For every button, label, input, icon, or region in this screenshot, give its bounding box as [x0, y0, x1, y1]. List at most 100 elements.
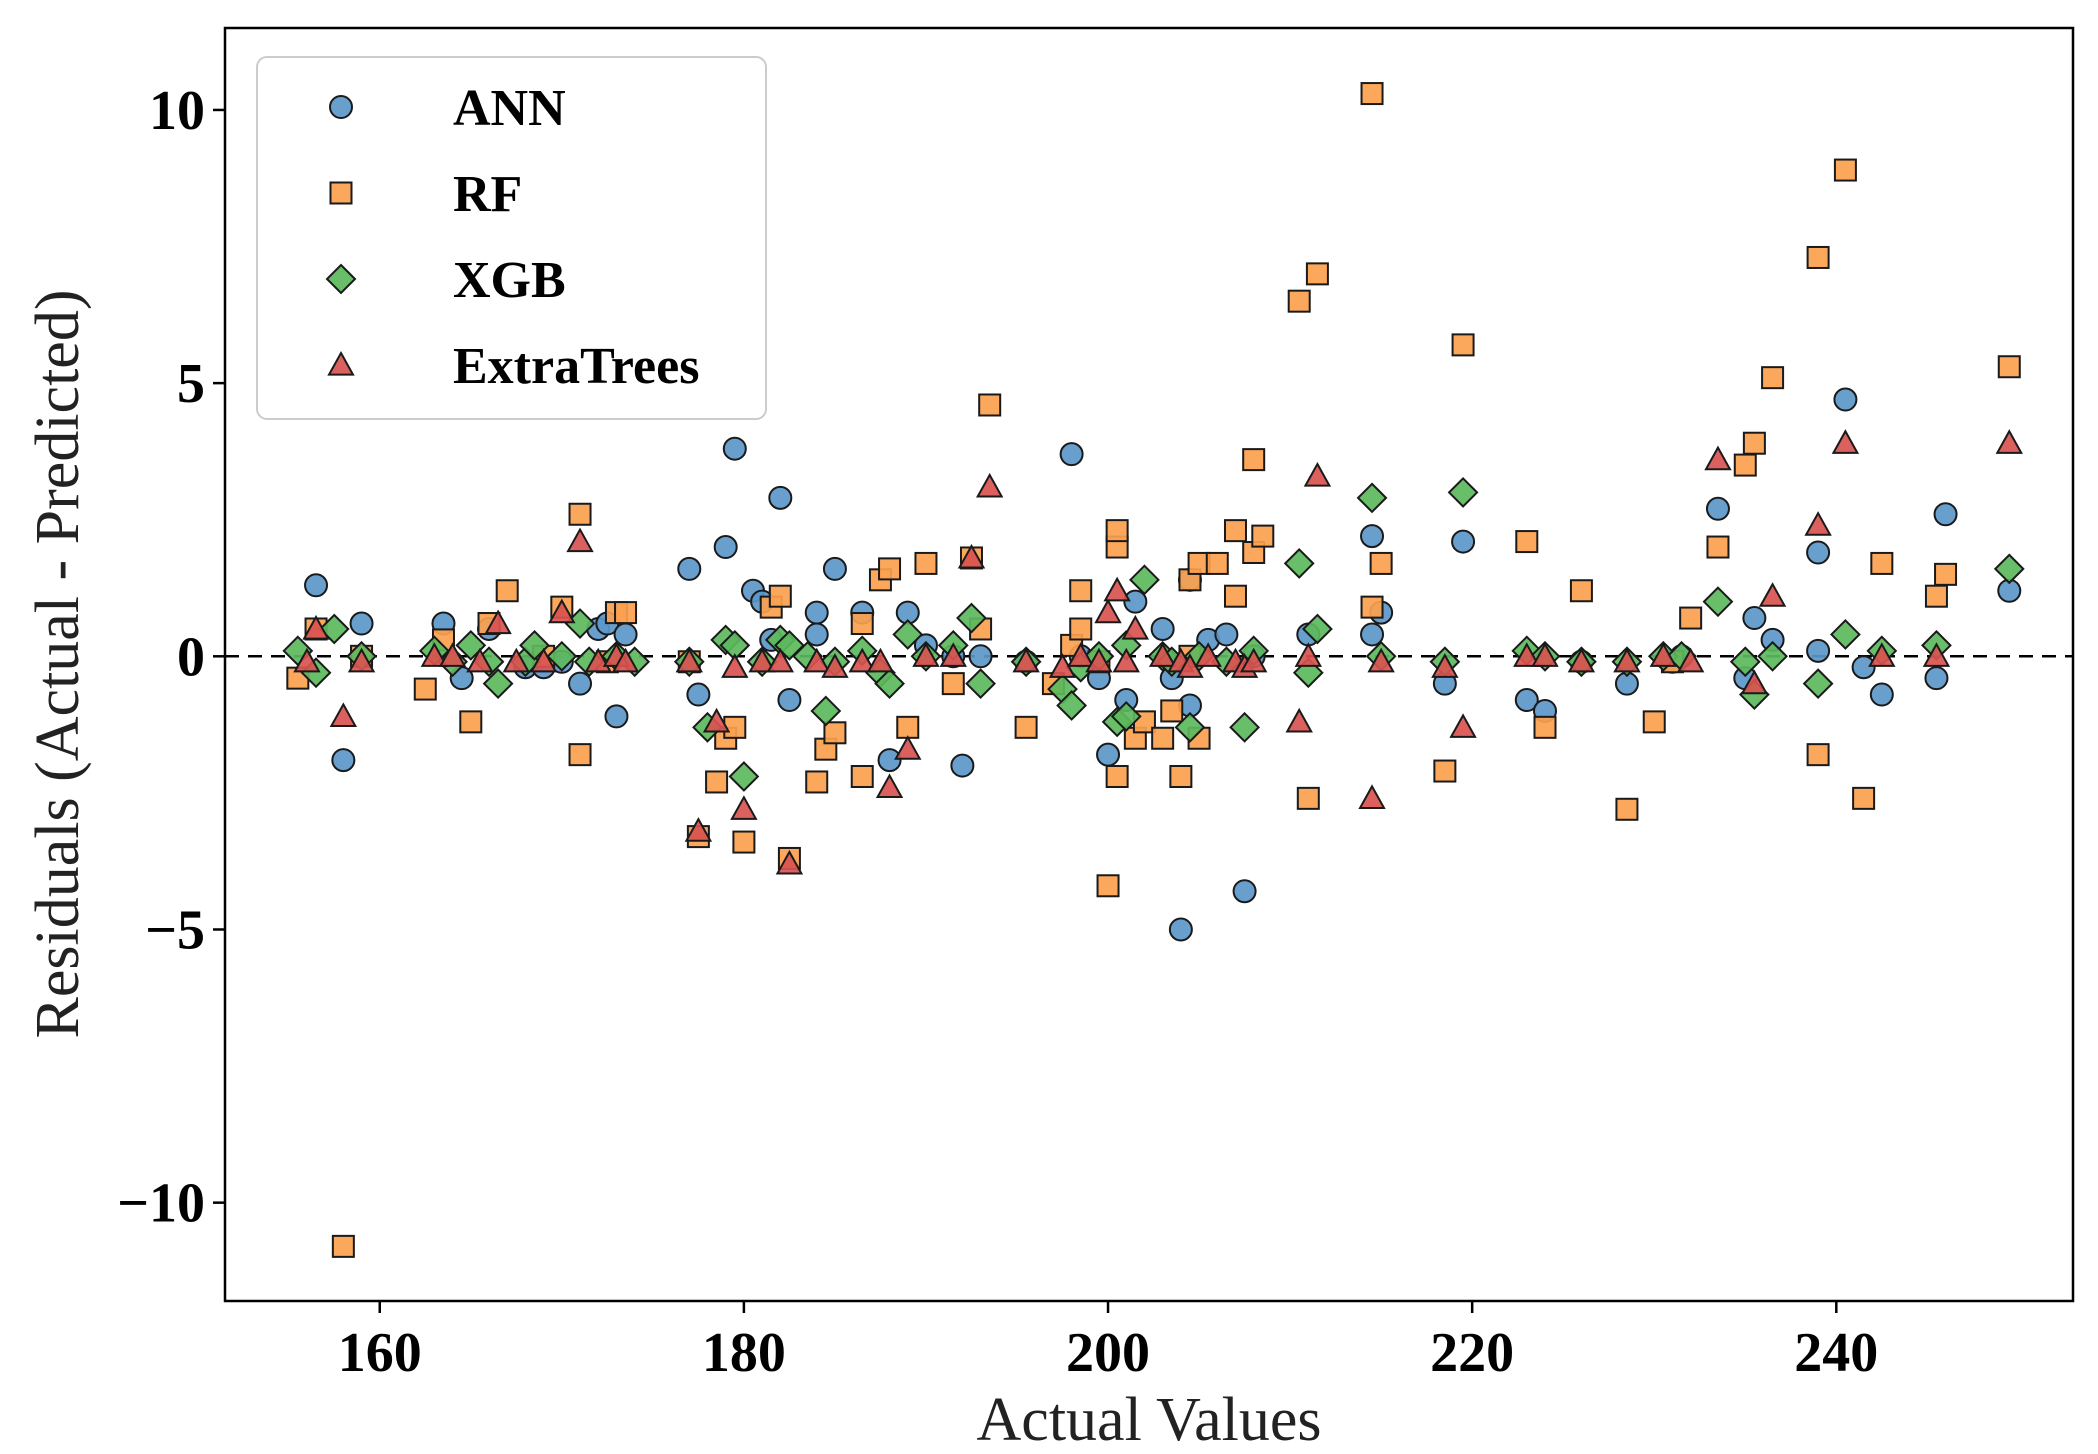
rf-point [1223, 584, 1247, 608]
xgb-point [1802, 668, 1834, 700]
legend-marker-extratrees [327, 350, 355, 376]
rf-point [1069, 617, 1093, 641]
extratrees-point [1922, 642, 1951, 667]
extratrees-point [1367, 647, 1395, 673]
extratrees-point [484, 609, 512, 635]
extratrees-point [1804, 511, 1832, 536]
extratrees-point [1431, 653, 1459, 678]
rf-point [1515, 530, 1539, 554]
rf-point [914, 551, 938, 575]
rf-point [1451, 333, 1475, 357]
extratrees-point [1649, 642, 1678, 667]
extratrees-point [848, 647, 876, 673]
extratrees-point [566, 527, 594, 553]
extratrees-point [293, 647, 321, 673]
legend-label-ann: ANN [453, 80, 566, 137]
extratrees-point [1567, 647, 1596, 673]
x-tick-label: 180 [702, 1322, 786, 1384]
ann-point [1742, 606, 1767, 631]
rf-point [1151, 726, 1175, 750]
extratrees-point [329, 702, 358, 728]
xgb-point [546, 640, 578, 672]
rf-point [1742, 431, 1766, 455]
rf-point [1360, 82, 1384, 106]
extratrees-point [302, 614, 330, 640]
extratrees-point [1148, 642, 1177, 667]
x-tick-label: 240 [1794, 1322, 1878, 1384]
rf-point [705, 770, 729, 794]
rf-point [1833, 158, 1857, 182]
ann-point [1705, 496, 1730, 521]
extratrees-point [702, 707, 731, 733]
rf-point [1169, 765, 1193, 789]
extratrees-point [1303, 461, 1332, 487]
legend-label-extratrees: ExtraTrees [453, 338, 699, 395]
extratrees-point [766, 647, 795, 673]
ann-point [331, 748, 356, 773]
x-axis-label: Actual Values [977, 1386, 1322, 1454]
extratrees-point [957, 543, 986, 569]
ann-point [1833, 387, 1858, 412]
extratrees-point [775, 849, 804, 875]
legend-label-xgb: XGB [453, 252, 566, 309]
extratrees-point [975, 472, 1004, 498]
xgb-point [965, 668, 997, 700]
extratrees-point [1012, 647, 1040, 673]
rf-point [1305, 262, 1329, 286]
extratrees-point [803, 647, 831, 673]
ann-point [713, 535, 738, 560]
y-tick-label: 0 [177, 626, 205, 688]
rf-point [805, 770, 829, 794]
rf-point [568, 743, 592, 767]
rf-point [723, 715, 747, 739]
rf-point [1205, 551, 1229, 575]
xgb-point [892, 619, 924, 650]
xgb-point [1729, 646, 1761, 678]
ann-point [1806, 540, 1831, 565]
x-tick-label: 220 [1430, 1322, 1514, 1384]
extratrees-point [721, 653, 749, 678]
rf-point [1706, 535, 1730, 559]
extratrees-point [1449, 713, 1477, 738]
ann-point [1150, 616, 1175, 641]
extratrees-point [894, 735, 922, 760]
series-extratrees [293, 429, 2023, 875]
rf-point [1997, 355, 2021, 379]
extratrees-point [875, 773, 904, 799]
rf-point [495, 579, 519, 603]
rf-point [1105, 519, 1129, 543]
rf-point [1569, 579, 1593, 603]
y-axis-label: Residuals (Actual - Predicted) [24, 290, 92, 1039]
y-tick-label: −5 [145, 899, 205, 961]
x-tick-label: 160 [338, 1322, 422, 1384]
ann-point [877, 748, 902, 773]
rf-point [896, 715, 920, 739]
rf-point [978, 393, 1002, 417]
legend-marker-rf [329, 181, 353, 205]
rf-point [1852, 786, 1876, 810]
xgb-point [1174, 711, 1206, 743]
xgb-point [1301, 613, 1333, 645]
rf-point [1251, 524, 1275, 548]
ann-point [604, 704, 629, 729]
extratrees-point [1531, 642, 1559, 667]
rf-point [823, 721, 847, 745]
extratrees-point [748, 647, 776, 673]
xgb-point [874, 668, 905, 700]
rf-point [1223, 519, 1247, 543]
ann-point [568, 671, 593, 696]
y-axis-ticks: 10 5 0 −5 −10 [117, 80, 225, 1235]
extratrees-point [1094, 598, 1122, 624]
xgb-point [482, 668, 514, 700]
extratrees-point [1995, 429, 2023, 454]
ann-point [349, 611, 374, 636]
rf-point [1806, 245, 1830, 269]
ann-point [777, 688, 802, 713]
legend-label-rf: RF [453, 166, 522, 223]
ann-point [1123, 589, 1148, 614]
legend: ANN RF XGB ExtraTrees [256, 56, 767, 420]
extratrees-point [1294, 642, 1323, 667]
rf-point [614, 601, 638, 625]
rf-point [1069, 579, 1093, 603]
xgb-point [1056, 690, 1088, 721]
